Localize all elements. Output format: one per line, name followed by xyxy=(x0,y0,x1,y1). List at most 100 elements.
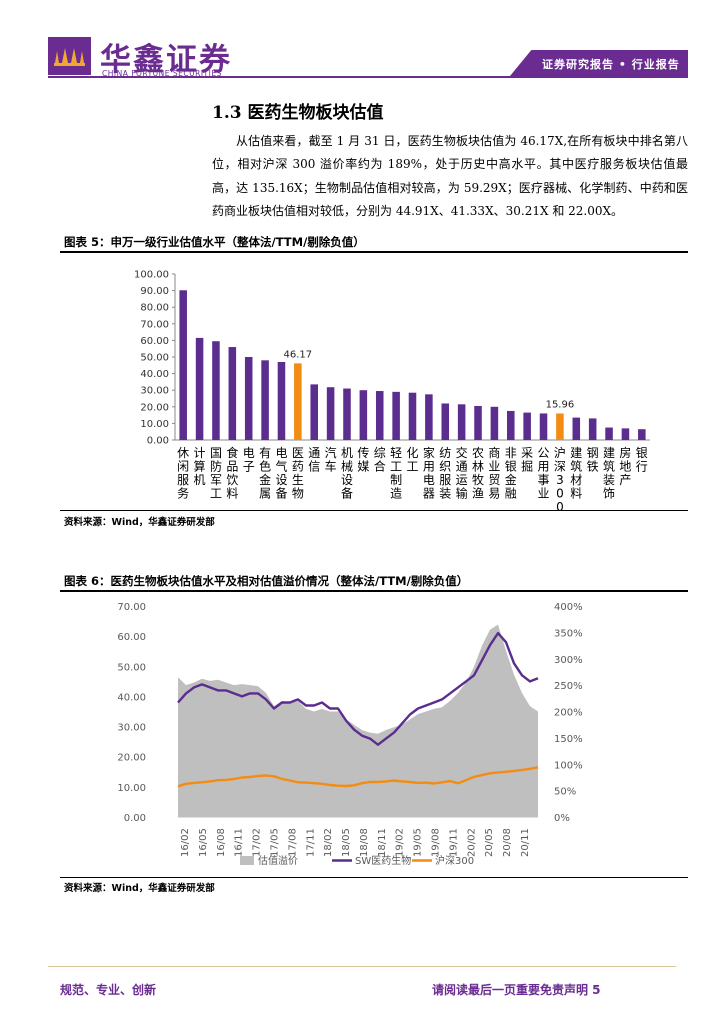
x-tick-label: 20/08 xyxy=(502,828,513,857)
section-paragraph: 从估值来看，截至 1 月 31 日，医药生物板块估值为 46.17X,在所有板块… xyxy=(212,130,688,223)
left-y-tick-label: 30.00 xyxy=(117,723,146,734)
left-y-tick-label: 0.00 xyxy=(124,813,146,824)
bar xyxy=(244,357,253,440)
x-tick-label: 采掘 xyxy=(521,446,533,474)
x-tick-label: 16/05 xyxy=(198,828,209,857)
y-tick-label: 60.00 xyxy=(140,336,169,347)
bar xyxy=(523,412,531,440)
x-tick-label: 18/02 xyxy=(323,828,334,857)
x-tick-label: 商业贸易 xyxy=(488,445,500,501)
bar xyxy=(588,418,597,440)
right-y-tick-label: 350% xyxy=(554,628,583,639)
y-tick-label: 100.00 xyxy=(134,270,169,281)
x-tick-label: 16/11 xyxy=(234,828,245,857)
footer-divider xyxy=(48,966,676,967)
figure5-source: 资料来源：Wind，华鑫证券研发部 xyxy=(64,517,215,528)
legend-label: 沪深300 xyxy=(435,854,474,867)
x-tick-label: 17/05 xyxy=(269,828,280,857)
y-tick-label: 80.00 xyxy=(140,303,169,314)
x-tick-label: 20/02 xyxy=(466,828,477,857)
x-tick-label: 有色金属 xyxy=(259,446,271,501)
bar-data-label: 15.96 xyxy=(546,400,575,411)
figure5-title: 图表 5：申万一级行业估值水平（整体法/TTM/剔除负值） xyxy=(64,235,365,249)
y-tick-label: 50.00 xyxy=(140,353,169,364)
right-y-tick-label: 0% xyxy=(554,813,570,824)
x-tick-label: 通信 xyxy=(308,446,320,474)
right-y-tick-label: 50% xyxy=(554,787,576,798)
x-tick-label: 20/11 xyxy=(520,828,531,857)
x-tick-label: 16/02 xyxy=(180,828,191,857)
bar xyxy=(539,413,548,440)
bar xyxy=(425,394,433,440)
x-tick-label: 建筑装饰 xyxy=(603,446,615,501)
x-tick-label: 农林牧渔 xyxy=(472,446,484,501)
x-tick-label: 休闲服务 xyxy=(177,446,189,501)
right-y-tick-label: 400% xyxy=(554,602,583,613)
bar xyxy=(261,360,269,440)
bar xyxy=(195,337,204,440)
company-name-cn: 华鑫证券 xyxy=(100,42,232,78)
x-tick-label: 17/08 xyxy=(287,828,298,857)
x-tick-label: 国防军工 xyxy=(210,446,222,501)
bar xyxy=(294,363,302,440)
y-tick-label: 20.00 xyxy=(140,402,169,413)
section-title: 1.3 医药生物板块估值 xyxy=(212,103,384,123)
footer-disclaimer-note: 请阅读最后一页重要免责声明 5 xyxy=(432,983,601,997)
x-tick-label: 钢铁 xyxy=(587,446,599,474)
x-tick-label: 电气设备 xyxy=(275,446,287,501)
x-tick-label: 18/11 xyxy=(377,828,388,857)
y-tick-label: 90.00 xyxy=(140,286,169,297)
left-y-tick-label: 70.00 xyxy=(117,602,146,613)
hs300-line-series xyxy=(177,766,539,788)
report-type-banner xyxy=(510,50,688,76)
bar xyxy=(556,413,564,440)
x-tick-label: 电子 xyxy=(243,446,255,474)
bar xyxy=(359,390,368,440)
bar xyxy=(408,392,417,440)
figure5-bar-chart: 0.00 10.00 20.00 30.00 40.00 50.00 60.00 70.00 8… xyxy=(134,270,650,510)
x-tick-label: 沪深 3 0 0 xyxy=(554,446,566,510)
sw-pharma-line-series xyxy=(177,631,539,746)
left-y-tick-label: 20.00 xyxy=(117,753,146,764)
right-y-tick-label: 200% xyxy=(554,708,583,719)
bar xyxy=(638,429,646,440)
bar xyxy=(605,427,613,440)
paragraph-text: 从估值来看，截至 1 月 31 日，医药生物板块估值为 46.17X,在所有板块… xyxy=(212,134,688,218)
figure6-title: 图表 6：医药生物板块估值水平及相对估值溢价情况（整体法/TTM/剔除负值） xyxy=(64,574,469,588)
left-y-tick-label: 40.00 xyxy=(117,692,146,703)
left-y-tick-label: 60.00 xyxy=(117,632,146,643)
x-tick-label: 建筑材料 xyxy=(570,446,582,501)
bar xyxy=(310,384,318,440)
x-tick-label: 纺织服装 xyxy=(439,446,451,501)
figure5-bottom-rule xyxy=(60,510,688,511)
footer-slogan: 规范、专业、创新 xyxy=(60,983,157,997)
bar xyxy=(375,391,384,440)
figure6-top-rule xyxy=(60,590,688,592)
x-tick-label: 综合 xyxy=(374,446,386,474)
report-type-label: 证券研究报告 • 行业报告 xyxy=(542,58,680,71)
right-y-tick-label: 100% xyxy=(554,760,583,771)
x-tick-label: 19/05 xyxy=(413,828,424,857)
legend-label: 估值溢价 xyxy=(258,854,298,867)
figure6-source: 资料来源：Wind，华鑫证券研发部 xyxy=(64,883,215,894)
bar xyxy=(441,403,450,440)
y-tick-label: 70.00 xyxy=(140,319,169,330)
x-tick-label: 非银金融 xyxy=(505,446,517,501)
x-tick-label: 17/02 xyxy=(252,828,263,857)
x-tick-label: 18/05 xyxy=(341,828,352,857)
x-tick-label: 家用电器 xyxy=(423,445,435,501)
x-tick-label: 银行 xyxy=(636,446,648,474)
bar xyxy=(179,290,187,440)
x-tick-label: 交通运输 xyxy=(456,445,468,501)
y-tick-label: 10.00 xyxy=(140,419,169,430)
x-tick-label: 17/11 xyxy=(305,828,316,857)
legend-swatch xyxy=(240,856,254,865)
premium-area-series xyxy=(178,624,538,817)
company-name-en: CHINA FORTUNE SECURITIES xyxy=(102,69,222,78)
left-y-tick-label: 10.00 xyxy=(117,783,146,794)
bar xyxy=(507,410,515,440)
right-y-tick-label: 250% xyxy=(554,681,583,692)
bar xyxy=(392,391,400,440)
header-divider xyxy=(48,76,688,78)
x-tick-label: 轻工制造 xyxy=(390,446,402,501)
